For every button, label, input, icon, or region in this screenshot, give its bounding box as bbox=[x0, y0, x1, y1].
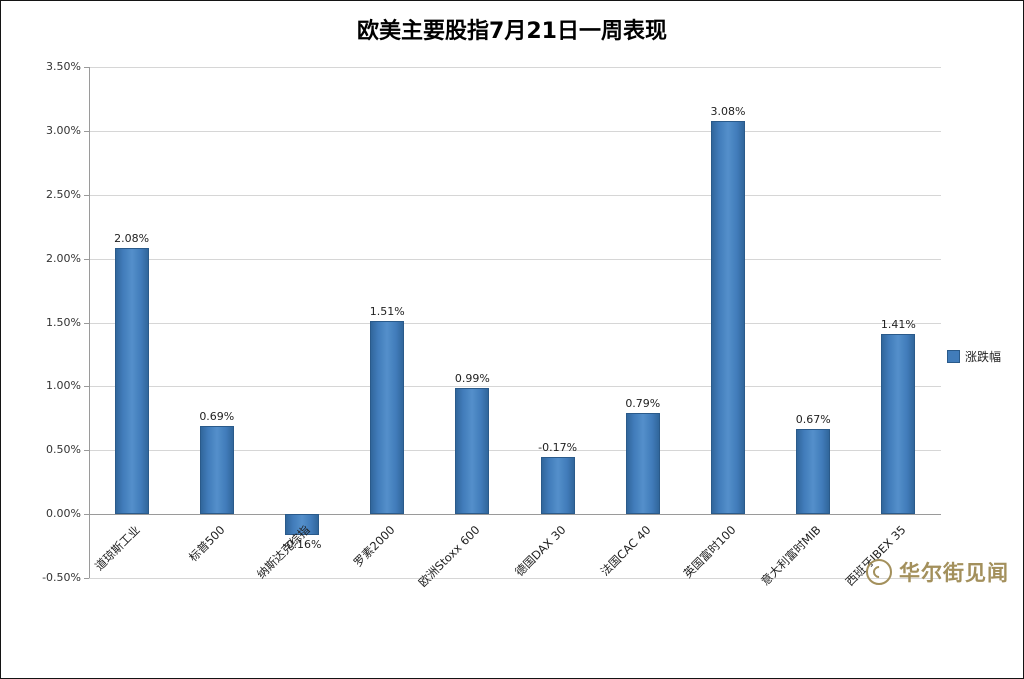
y-axis-tick bbox=[84, 322, 89, 324]
wscn-logo-icon bbox=[866, 559, 892, 585]
bar-value-label: 3.08% bbox=[710, 104, 746, 118]
x-axis-label: 纳斯达克综指 bbox=[253, 522, 313, 582]
y-axis-tick-label: 1.00% bbox=[46, 379, 81, 393]
gridline bbox=[89, 578, 941, 579]
bar-value-label: 0.99% bbox=[454, 371, 490, 385]
bar bbox=[114, 248, 149, 515]
y-axis-tick bbox=[84, 258, 89, 260]
x-axis-label: 道琼斯工业 bbox=[91, 522, 143, 574]
gridline bbox=[89, 450, 941, 452]
bar bbox=[199, 425, 234, 515]
gridline bbox=[89, 322, 941, 324]
gridline bbox=[89, 386, 941, 388]
y-axis-tick bbox=[84, 67, 89, 68]
y-axis-tick bbox=[84, 194, 89, 196]
bar bbox=[455, 387, 490, 515]
x-axis-label: 法国CAC 40 bbox=[597, 522, 654, 579]
bar-value-label: 1.51% bbox=[369, 305, 405, 319]
watermark-text: 华尔街见闻 bbox=[899, 561, 1009, 585]
chart-title: 欧美主要股指7月21日一周表现 bbox=[357, 19, 667, 44]
y-axis-tick bbox=[84, 130, 89, 132]
x-axis-label: 德国DAX 30 bbox=[511, 522, 569, 580]
legend-swatch-icon bbox=[947, 350, 960, 363]
bar-value-label: -0.16% bbox=[282, 537, 322, 551]
legend-label: 涨跌幅 bbox=[965, 350, 1002, 364]
bar-value-label: 0.79% bbox=[625, 397, 661, 411]
y-axis-tick-label: 0.50% bbox=[46, 443, 81, 457]
gridline bbox=[89, 514, 941, 516]
bar bbox=[796, 428, 831, 515]
x-axis-label: 标普500 bbox=[185, 522, 228, 565]
watermark: 华尔街见闻 bbox=[866, 557, 1009, 587]
gridline bbox=[89, 258, 941, 260]
y-axis-tick bbox=[84, 578, 89, 579]
x-axis-label: 英国富时100 bbox=[680, 522, 739, 581]
bar bbox=[711, 120, 745, 515]
y-axis-tick-label: 3.00% bbox=[46, 123, 81, 137]
gridline bbox=[89, 67, 941, 68]
legend: 涨跌幅 bbox=[947, 348, 1001, 365]
y-axis-tick bbox=[84, 450, 89, 452]
bar-value-label: 0.69% bbox=[199, 409, 235, 423]
y-axis-tick bbox=[84, 386, 89, 388]
y-axis-tick-label: -0.50% bbox=[42, 571, 81, 584]
x-axis-label: 欧洲Stoxx 600 bbox=[416, 522, 483, 590]
y-axis-tick-label: 2.00% bbox=[46, 251, 81, 265]
bar bbox=[285, 514, 319, 535]
y-axis-tick-label: 0.00% bbox=[46, 507, 81, 521]
gridline bbox=[89, 130, 941, 132]
x-axis-label: 意大利富时MIB bbox=[758, 522, 824, 589]
y-axis-line bbox=[89, 67, 90, 578]
gridline bbox=[89, 194, 941, 196]
bar-value-label: -0.17% bbox=[538, 440, 578, 454]
y-axis-tick-label: 2.50% bbox=[46, 187, 81, 201]
y-axis-tick-label: 3.50% bbox=[46, 60, 81, 73]
bar bbox=[625, 413, 660, 515]
bar bbox=[540, 456, 575, 515]
x-axis-label: 罗素2000 bbox=[350, 522, 398, 570]
bar-value-label: 2.08% bbox=[114, 232, 150, 246]
plot-area: 3.50% 3.00% 2.50% 2.00% 1.50% 1.00% 0.50% 0.00%… bbox=[42, 60, 941, 590]
bar-value-label: 1.41% bbox=[880, 317, 916, 331]
bar bbox=[370, 321, 405, 515]
bar-value-label: 0.67% bbox=[795, 412, 831, 426]
y-axis-tick-label: 1.50% bbox=[46, 315, 81, 329]
bar bbox=[881, 333, 916, 515]
y-axis-tick bbox=[84, 514, 89, 516]
